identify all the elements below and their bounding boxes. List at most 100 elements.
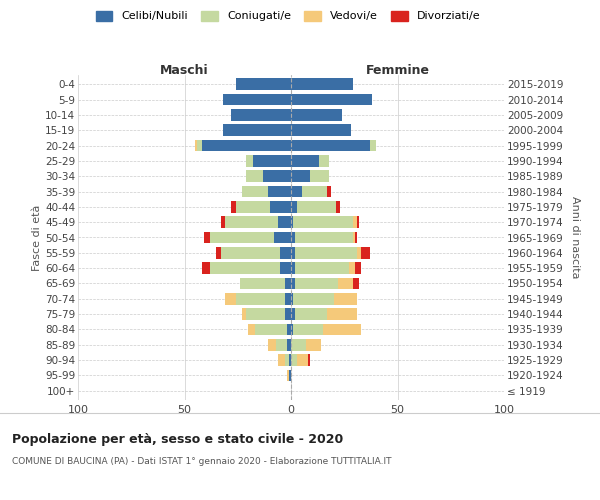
Bar [232, 109, 291, 120]
Bar [338, 278, 353, 289]
Bar [278, 354, 284, 366]
Bar [203, 232, 210, 243]
Bar [291, 293, 293, 304]
Bar [284, 293, 291, 304]
Bar [284, 278, 291, 289]
Y-axis label: Fasce di età: Fasce di età [32, 204, 42, 270]
Bar [291, 109, 342, 120]
Bar [236, 201, 270, 212]
Bar [291, 278, 295, 289]
Bar [280, 262, 291, 274]
Bar [310, 170, 329, 182]
Bar [284, 308, 291, 320]
Bar [225, 293, 236, 304]
Bar [291, 78, 353, 90]
Bar [298, 354, 308, 366]
Bar [248, 324, 255, 335]
Bar [336, 201, 340, 212]
Bar [255, 324, 287, 335]
Bar [274, 232, 291, 243]
Bar [276, 339, 287, 350]
Bar [291, 170, 310, 182]
Bar [291, 124, 350, 136]
Bar [353, 278, 359, 289]
Bar [291, 339, 306, 350]
Bar [293, 293, 334, 304]
Bar [327, 308, 357, 320]
Bar [323, 324, 361, 335]
Bar [295, 308, 327, 320]
Bar [246, 308, 284, 320]
Bar [202, 262, 210, 274]
Bar [291, 186, 302, 198]
Bar [242, 308, 246, 320]
Bar [236, 78, 291, 90]
Bar [291, 216, 293, 228]
Bar [370, 140, 376, 151]
Bar [291, 262, 295, 274]
Bar [327, 186, 331, 198]
Bar [236, 293, 284, 304]
Bar [302, 186, 327, 198]
Bar [287, 324, 291, 335]
Bar [278, 216, 291, 228]
Bar [353, 232, 355, 243]
Bar [334, 293, 357, 304]
Bar [225, 216, 278, 228]
Bar [291, 324, 293, 335]
Bar [223, 94, 291, 106]
Bar [293, 324, 323, 335]
Bar [253, 155, 291, 166]
Bar [361, 247, 370, 258]
Bar [357, 216, 359, 228]
Y-axis label: Anni di nascita: Anni di nascita [570, 196, 580, 279]
Text: Popolazione per età, sesso e stato civile - 2020: Popolazione per età, sesso e stato civil… [12, 432, 343, 446]
Bar [319, 155, 329, 166]
Bar [223, 124, 291, 136]
Bar [291, 94, 372, 106]
Bar [289, 354, 291, 366]
Bar [197, 140, 202, 151]
Bar [306, 339, 321, 350]
Bar [298, 201, 336, 212]
Bar [291, 308, 295, 320]
Text: Femmine: Femmine [365, 64, 430, 76]
Bar [355, 232, 357, 243]
Bar [295, 278, 338, 289]
Bar [289, 370, 291, 381]
Bar [268, 186, 291, 198]
Bar [268, 339, 276, 350]
Bar [284, 354, 289, 366]
Bar [295, 247, 357, 258]
Bar [232, 201, 236, 212]
Bar [246, 155, 253, 166]
Bar [217, 247, 221, 258]
Text: Maschi: Maschi [160, 64, 209, 76]
Bar [355, 262, 361, 274]
Bar [308, 354, 310, 366]
Bar [195, 140, 197, 151]
Bar [295, 262, 349, 274]
Bar [349, 262, 355, 274]
Bar [291, 155, 319, 166]
Bar [221, 247, 280, 258]
Bar [210, 262, 280, 274]
Bar [295, 232, 353, 243]
Text: COMUNE DI BAUCINA (PA) - Dati ISTAT 1° gennaio 2020 - Elaborazione TUTTITALIA.IT: COMUNE DI BAUCINA (PA) - Dati ISTAT 1° g… [12, 458, 392, 466]
Bar [291, 201, 298, 212]
Bar [221, 216, 225, 228]
Bar [357, 247, 361, 258]
Legend: Celibi/Nubili, Coniugati/e, Vedovi/e, Divorziati/e: Celibi/Nubili, Coniugati/e, Vedovi/e, Di… [96, 10, 480, 22]
Bar [246, 170, 263, 182]
Bar [270, 201, 291, 212]
Bar [291, 354, 298, 366]
Bar [242, 186, 268, 198]
Bar [287, 339, 291, 350]
Bar [293, 216, 353, 228]
Bar [210, 232, 274, 243]
Bar [291, 140, 370, 151]
Bar [280, 247, 291, 258]
Bar [263, 170, 291, 182]
Bar [291, 247, 295, 258]
Bar [287, 370, 289, 381]
